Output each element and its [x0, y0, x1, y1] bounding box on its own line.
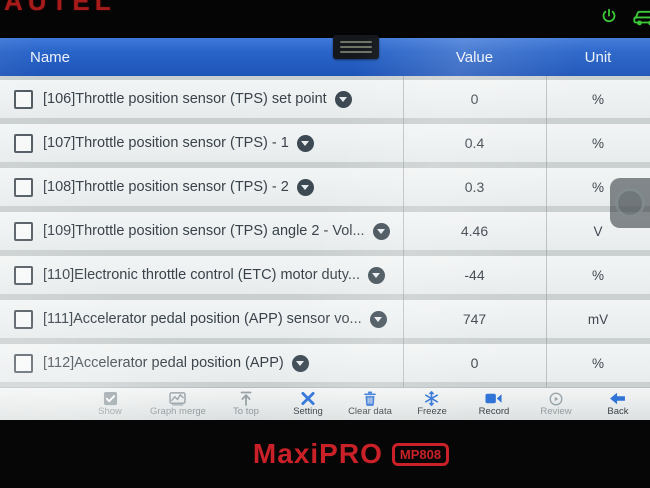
pid-unit: % — [591, 355, 604, 371]
vehicle-icon — [632, 6, 650, 26]
table-header: Name Value Unit — [0, 35, 650, 76]
pid-name: [108]Throttle position sensor (TPS) - 2 — [43, 179, 289, 195]
toolbar-button-setting[interactable]: Setting — [286, 391, 330, 417]
pid-value: 747 — [462, 311, 487, 327]
row-checkbox[interactable] — [14, 353, 33, 373]
table-row[interactable]: [112]Accelerator pedal position (APP) 0 … — [0, 344, 650, 382]
row-name-cell: [106]Throttle position sensor (TPS) set … — [0, 89, 403, 109]
snowflake-icon — [424, 391, 439, 406]
assistive-touch-button[interactable] — [610, 178, 650, 228]
chevron-down-icon[interactable] — [291, 354, 309, 372]
toolbar-button-freeze[interactable]: Freeze — [410, 391, 454, 417]
pid-name: [111]Accelerator pedal position (APP) se… — [43, 311, 362, 327]
table-row[interactable]: [110]Electronic throttle control (ETC) m… — [0, 256, 650, 294]
toolbar-button-graph-merge[interactable]: Graph merge — [150, 391, 206, 417]
pid-name: [107]Throttle position sensor (TPS) - 1 — [43, 135, 289, 151]
pid-value: 0.4 — [464, 135, 485, 151]
pid-unit: mV — [587, 311, 609, 327]
row-checkbox[interactable] — [14, 177, 33, 197]
arrow-up-icon — [239, 391, 253, 406]
pid-value: 4.46 — [460, 223, 489, 239]
row-name-cell: [111]Accelerator pedal position (APP) se… — [0, 309, 403, 329]
pid-value: 0 — [470, 355, 479, 371]
chevron-down-icon[interactable] — [369, 310, 387, 328]
toolbar-button-record[interactable]: Record — [472, 391, 516, 417]
row-checkbox[interactable] — [14, 89, 33, 109]
table-row[interactable]: [109]Throttle position sensor (TPS) angl… — [0, 212, 650, 250]
chevron-down-icon[interactable] — [296, 178, 314, 196]
chevron-down-icon[interactable] — [367, 266, 385, 284]
pid-unit: % — [591, 179, 604, 195]
top-bezel: AUTEL — [0, 0, 650, 38]
model-badge: MP808 — [391, 442, 450, 466]
pid-name: [109]Throttle position sensor (TPS) angl… — [43, 223, 365, 239]
video-camera-icon — [485, 391, 503, 406]
status-icons — [600, 6, 650, 26]
column-header-value[interactable]: Value — [455, 48, 494, 66]
live-data-list: [106]Throttle position sensor (TPS) set … — [0, 76, 650, 387]
column-header-name[interactable]: Name — [30, 48, 71, 66]
pid-name: [112]Accelerator pedal position (APP) — [43, 355, 284, 371]
bottom-toolbar: Show Graph merge To top Setting Clear da… — [0, 387, 650, 420]
row-checkbox[interactable] — [14, 265, 33, 285]
play-circle-icon — [549, 391, 563, 406]
toolbar-button-review[interactable]: Review — [534, 391, 578, 417]
row-checkbox[interactable] — [14, 309, 33, 329]
row-name-cell: [110]Electronic throttle control (ETC) m… — [0, 265, 403, 285]
table-row[interactable]: [111]Accelerator pedal position (APP) se… — [0, 300, 650, 338]
pid-unit: V — [593, 223, 603, 239]
pid-value: -44 — [464, 267, 485, 283]
pid-value: 0 — [470, 91, 479, 107]
column-divider — [546, 76, 547, 387]
checkbox-icon — [103, 391, 118, 406]
toolbar-button-show[interactable]: Show — [88, 391, 132, 417]
column-header-unit[interactable]: Unit — [584, 48, 612, 66]
chevron-down-icon[interactable] — [296, 134, 314, 152]
row-name-cell: [107]Throttle position sensor (TPS) - 1 — [0, 133, 403, 153]
pid-name: [106]Throttle position sensor (TPS) set … — [43, 91, 327, 107]
table-row[interactable]: [106]Throttle position sensor (TPS) set … — [0, 80, 650, 118]
power-icon — [600, 7, 618, 25]
pid-unit: % — [591, 91, 604, 107]
model-brand: MaxiPRO MP808 — [252, 438, 450, 470]
trash-icon — [363, 391, 377, 406]
row-name-cell: [108]Throttle position sensor (TPS) - 2 — [0, 177, 403, 197]
column-divider — [403, 76, 404, 387]
row-name-cell: [112]Accelerator pedal position (APP) — [0, 353, 403, 373]
tools-icon — [300, 391, 316, 406]
screen: Name Value Unit [106]Throttle position s… — [0, 35, 650, 420]
pid-unit: % — [591, 135, 604, 151]
table-row[interactable]: [108]Throttle position sensor (TPS) - 2 … — [0, 168, 650, 206]
table-row[interactable]: [107]Throttle position sensor (TPS) - 1 … — [0, 124, 650, 162]
row-name-cell: [109]Throttle position sensor (TPS) angl… — [0, 221, 403, 241]
bottom-bezel: MaxiPRO MP808 — [0, 420, 650, 488]
pid-unit: % — [591, 267, 604, 283]
chevron-down-icon[interactable] — [334, 90, 352, 108]
graph-icon — [169, 391, 187, 406]
toolbar-button-back[interactable]: Back — [596, 391, 640, 417]
toolbar-button-to-top[interactable]: To top — [224, 391, 268, 417]
drag-handle[interactable] — [333, 35, 379, 59]
chevron-down-icon[interactable] — [372, 222, 390, 240]
assistive-touch-circle-icon — [615, 188, 645, 218]
pid-value: 0.3 — [464, 179, 485, 195]
row-checkbox[interactable] — [14, 221, 33, 241]
brand-logo: AUTEL — [4, 0, 116, 16]
pid-name: [110]Electronic throttle control (ETC) m… — [43, 267, 360, 283]
model-name: MaxiPRO — [252, 438, 383, 469]
arrow-left-icon — [609, 391, 626, 406]
toolbar-button-clear-data[interactable]: Clear data — [348, 391, 392, 417]
row-checkbox[interactable] — [14, 133, 33, 153]
